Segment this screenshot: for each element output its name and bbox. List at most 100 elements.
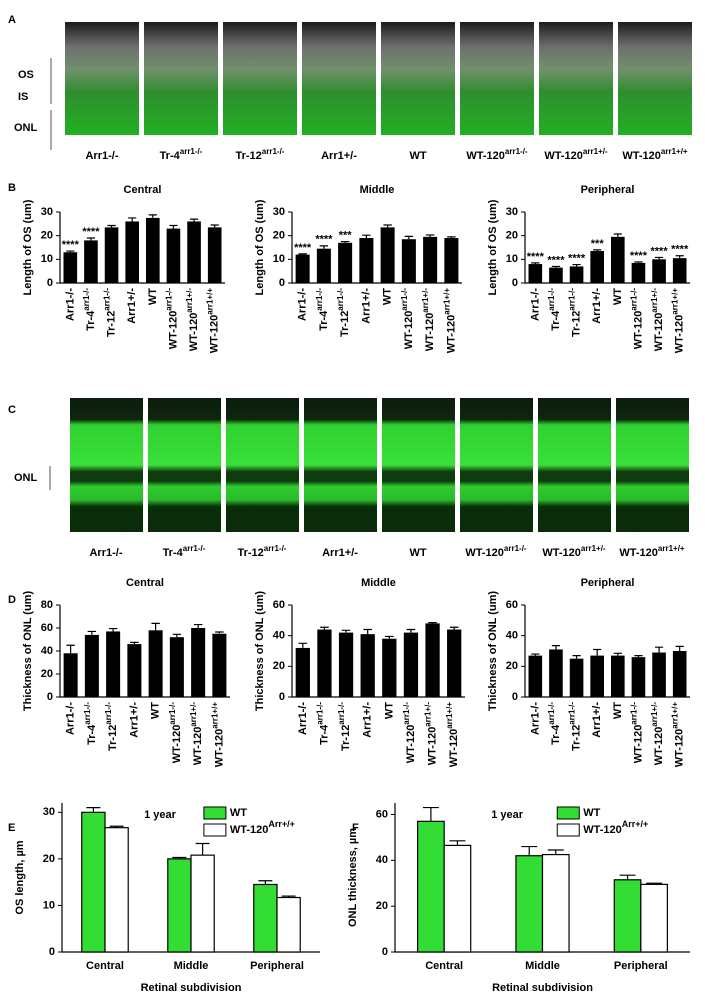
error-bar	[363, 628, 372, 635]
y-tick-label: 80	[41, 599, 53, 611]
micrograph	[538, 398, 611, 532]
micrograph	[460, 22, 534, 135]
error-bar	[258, 880, 273, 885]
error-bar	[572, 655, 581, 659]
bar	[84, 634, 99, 697]
significance: ****	[315, 234, 333, 246]
error-bar	[340, 240, 350, 243]
significance: ****	[630, 250, 648, 262]
x-tick-label: Tr-12arr1-/-	[104, 702, 119, 751]
label-sup: arr1+/-	[423, 702, 432, 727]
bar	[359, 238, 374, 283]
error-bar	[169, 224, 178, 229]
micrograph	[304, 398, 377, 532]
significance: ****	[527, 251, 545, 263]
bar	[403, 632, 419, 697]
bar	[295, 254, 310, 283]
legend-swatch	[556, 823, 580, 837]
label-sup: arr1-/-	[567, 288, 576, 311]
y-tick-label: 60	[376, 808, 388, 820]
error-bar	[86, 807, 101, 813]
error-bar	[66, 250, 75, 253]
micrograph	[223, 22, 297, 135]
error-bar	[195, 842, 210, 856]
micrograph	[144, 22, 218, 135]
y-tick-label: 20	[506, 230, 518, 242]
label-text: Tr-12	[570, 725, 582, 751]
error-bar	[107, 224, 116, 228]
x-tick-label: WT	[147, 288, 159, 305]
micrograph-label: Tr-4arr1-/-	[163, 544, 206, 559]
bar	[444, 238, 459, 283]
label-text: WT-120	[171, 725, 183, 764]
label-text: Arr1-/-	[529, 288, 541, 321]
error-bar	[551, 265, 561, 268]
y-tick-label: 0	[47, 277, 53, 289]
chart-title: Central	[124, 184, 162, 196]
micrograph-label: WT	[409, 150, 426, 162]
label-text: Arr1-/-	[64, 288, 76, 321]
error-bar	[428, 622, 437, 624]
label-text: WT-120	[622, 150, 661, 162]
error-bar	[128, 217, 137, 222]
y-tick-label: 20	[376, 900, 388, 912]
error-bar	[320, 626, 329, 630]
bar	[515, 855, 544, 953]
error-bar	[619, 874, 636, 880]
chart-title: Central	[126, 577, 164, 589]
panel-letter: F	[352, 822, 359, 834]
label-text: Tr-4	[550, 310, 562, 331]
label-text: WT-120	[674, 315, 686, 354]
label-text: WT	[612, 702, 624, 719]
micrograph-label: WT-120arr1+/-	[542, 544, 606, 559]
x-tick-label: Arr1+/-	[126, 288, 138, 324]
y-axis-label: OS length, µm	[14, 840, 26, 914]
label-sup: arr1-/-	[547, 702, 556, 725]
micrograph	[618, 22, 692, 135]
error-bar	[189, 218, 199, 222]
label-text: WT	[382, 288, 394, 305]
micrograph-label: Tr-12arr1-/-	[236, 147, 285, 162]
x-tick-label: Tr-12arr1-/-	[336, 288, 351, 337]
legend-text: WT	[583, 807, 600, 819]
error-bar	[406, 628, 416, 633]
bar	[569, 266, 584, 283]
error-bar	[87, 630, 97, 635]
x-tick-label: Central	[86, 960, 124, 972]
legend-text: WT	[230, 807, 247, 819]
label-text: WT-120	[424, 313, 436, 352]
micrograph	[381, 22, 455, 135]
bar	[447, 629, 462, 697]
y-axis-label: Thickness of ONL (um)	[22, 591, 34, 712]
label-sup: arr1-/-	[629, 288, 638, 311]
y-axis-label: Thickness of ONL (um)	[254, 591, 266, 712]
bar	[631, 657, 646, 697]
label-sup: arr1-/-	[82, 288, 91, 311]
x-tick-label: Tr-4arr1-/-	[547, 288, 562, 331]
x-tick-label: Arr1+/-	[591, 288, 603, 324]
y-tick-label: 0	[49, 946, 55, 958]
error-bar	[613, 233, 622, 237]
chart-title: Peripheral	[581, 577, 635, 589]
x-tick-label: Middle	[174, 960, 209, 972]
y-axis-label: ONL thickness, µm	[347, 828, 359, 927]
label-text: Arr1-/-	[297, 702, 309, 735]
label-text: WT-120	[448, 729, 460, 768]
micrograph-label: WT-120arr1-/-	[465, 544, 527, 559]
label-text: Tr-4	[86, 724, 98, 745]
label-sup: arr1-/-	[547, 288, 556, 311]
bar	[338, 632, 354, 697]
label-sup: arr1-/-	[629, 702, 638, 725]
bar	[382, 638, 397, 697]
error-bar	[130, 641, 139, 645]
error-bar	[298, 642, 308, 648]
label-text: WT-120	[632, 725, 644, 764]
x-tick-label: Arr1-/-	[297, 288, 309, 321]
x-tick-label: WT-120arr1+/+	[670, 702, 685, 768]
bar	[295, 647, 310, 697]
error-bar	[613, 652, 622, 656]
x-tick-label: Tr-4arr1-/-	[82, 288, 97, 331]
chart-title: Peripheral	[581, 184, 635, 196]
x-tick-label: WT	[383, 702, 395, 719]
